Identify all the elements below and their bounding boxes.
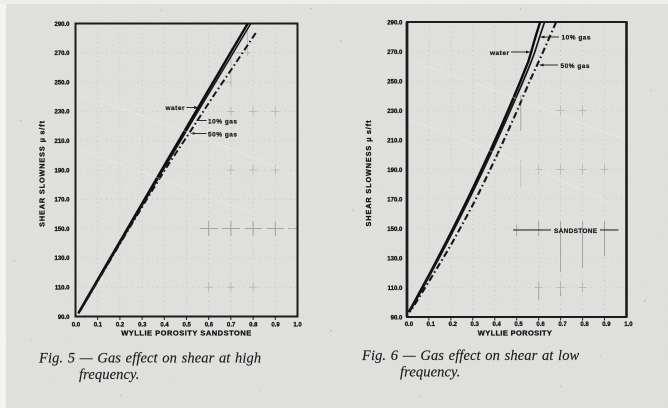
svg-text:0.4: 0.4	[160, 322, 169, 328]
svg-text:0.0: 0.0	[72, 322, 81, 328]
svg-text:210.0: 210.0	[54, 139, 70, 145]
svg-text:110.0: 110.0	[388, 286, 403, 292]
svg-text:290.0: 290.0	[54, 22, 70, 28]
svg-text:230.0: 230.0	[387, 109, 403, 115]
svg-text:10% gas: 10% gas	[562, 34, 592, 41]
svg-text:0.6: 0.6	[205, 322, 214, 328]
svg-text:0.9: 0.9	[271, 322, 280, 328]
svg-text:0.7: 0.7	[227, 322, 236, 328]
svg-text:0.3: 0.3	[138, 322, 147, 328]
svg-text:1.0: 1.0	[624, 322, 633, 328]
svg-text:50% gas: 50% gas	[208, 131, 238, 138]
svg-text:0.8: 0.8	[580, 322, 589, 328]
svg-text:0.1: 0.1	[427, 322, 436, 328]
svg-text:270.0: 270.0	[54, 51, 70, 57]
svg-text:0.0: 0.0	[405, 322, 414, 328]
svg-text:0.1: 0.1	[94, 322, 103, 328]
svg-text:0.5: 0.5	[514, 322, 523, 328]
svg-text:90.0: 90.0	[58, 315, 70, 321]
svg-text:0.4: 0.4	[493, 322, 502, 328]
svg-text:130.0: 130.0	[54, 256, 70, 262]
svg-text:SANDSTONE: SANDSTONE	[554, 228, 598, 235]
svg-text:Fig. 6 — Gas effect on shear a: Fig. 6 — Gas effect on shear at low	[361, 348, 580, 364]
svg-text:150.0: 150.0	[54, 227, 70, 233]
svg-text:WYLLIE POROSITY SANDSTONE: WYLLIE POROSITY SANDSTONE	[121, 329, 252, 338]
svg-text:frequency.: frequency.	[400, 365, 460, 381]
svg-text:Fig. 5 — Gas effect on shear a: Fig. 5 — Gas effect on shear at high	[38, 351, 261, 367]
svg-text:290.0: 290.0	[387, 20, 403, 26]
svg-text:150.0: 150.0	[387, 227, 403, 233]
svg-text:SHEAR SLOWNESS μ s/ft: SHEAR SLOWNESS μ s/ft	[38, 120, 47, 227]
svg-text:1.0: 1.0	[293, 322, 302, 328]
svg-text:frequency.: frequency.	[79, 367, 139, 383]
svg-text:250.0: 250.0	[387, 79, 403, 85]
svg-text:250.0: 250.0	[54, 80, 70, 86]
svg-text:10% gas: 10% gas	[208, 118, 238, 125]
svg-text:90.0: 90.0	[391, 315, 403, 321]
svg-text:0.9: 0.9	[602, 322, 611, 328]
svg-text:270.0: 270.0	[387, 50, 403, 56]
svg-text:water: water	[165, 105, 185, 112]
svg-text:water: water	[489, 50, 509, 57]
svg-text:SHEAR SLOWNESS μ s/ft: SHEAR SLOWNESS μ s/ft	[364, 120, 373, 227]
svg-text:50% gas: 50% gas	[561, 63, 591, 70]
svg-text:0.6: 0.6	[536, 322, 545, 328]
svg-text:210.0: 210.0	[387, 138, 403, 144]
svg-text:0.3: 0.3	[471, 322, 480, 328]
svg-text:230.0: 230.0	[54, 110, 70, 116]
svg-text:WYLLIE POROSITY: WYLLIE POROSITY	[478, 328, 552, 337]
svg-text:0.5: 0.5	[183, 322, 192, 328]
svg-text:190.0: 190.0	[54, 168, 70, 174]
svg-text:0.2: 0.2	[116, 322, 125, 328]
svg-text:0.8: 0.8	[249, 322, 258, 328]
svg-text:130.0: 130.0	[387, 256, 403, 262]
svg-text:170.0: 170.0	[387, 197, 403, 203]
svg-text:190.0: 190.0	[387, 168, 403, 174]
svg-text:170.0: 170.0	[54, 198, 70, 204]
svg-text:0.2: 0.2	[449, 322, 458, 328]
svg-text:0.7: 0.7	[558, 322, 567, 328]
svg-text:110.0: 110.0	[55, 286, 70, 292]
